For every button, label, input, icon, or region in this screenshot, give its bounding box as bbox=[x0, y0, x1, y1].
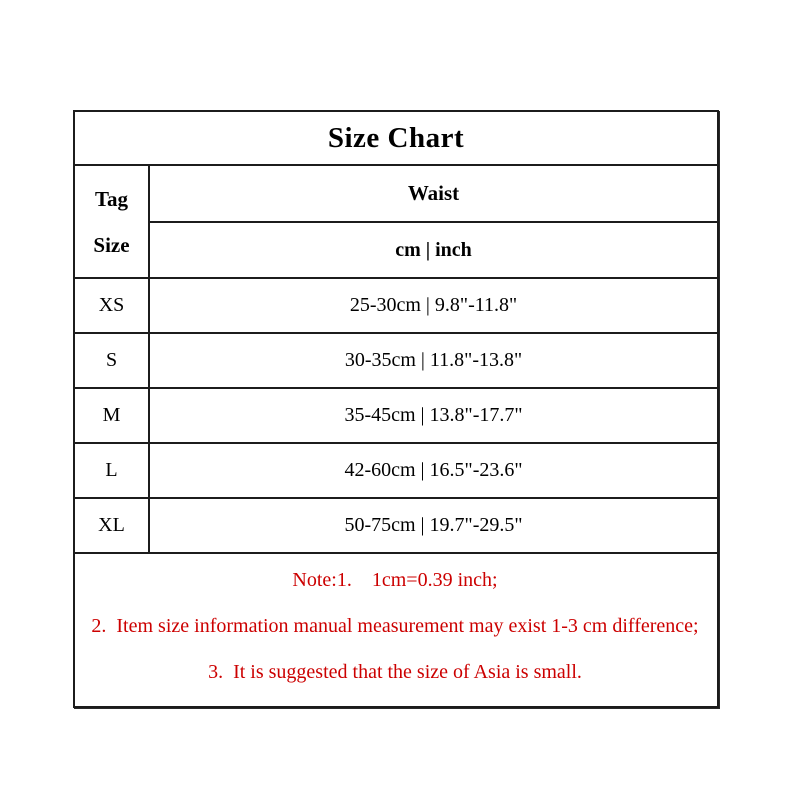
size-chart-table: Size Chart Tag Size Waist cm | inch XS 2… bbox=[73, 110, 719, 708]
table-row: XL 50-75cm | 19.7"-29.5" bbox=[73, 497, 719, 554]
size-label-s: S bbox=[73, 332, 150, 389]
notes-row: Note:1. 1cm=0.39 inch; 2. Item size info… bbox=[73, 552, 719, 708]
waist-value-m: 35-45cm | 13.8"-17.7" bbox=[148, 387, 719, 444]
notes-cell: Note:1. 1cm=0.39 inch; 2. Item size info… bbox=[73, 552, 719, 708]
table-row: M 35-45cm | 13.8"-17.7" bbox=[73, 387, 719, 444]
chart-title: Size Chart bbox=[73, 110, 719, 166]
waist-header-cell: Waist bbox=[148, 164, 719, 223]
size-label-l: L bbox=[73, 442, 150, 499]
unit-header-cell: cm | inch bbox=[148, 221, 719, 279]
waist-value-xs: 25-30cm | 9.8"-11.8" bbox=[148, 277, 719, 334]
header-row-waist: Tag Size Waist bbox=[73, 164, 719, 279]
tag-size-label-line2: Size bbox=[93, 232, 130, 257]
table-row: S 30-35cm | 11.8"-13.8" bbox=[73, 332, 719, 389]
note-line-2: 2. Item size information manual measurem… bbox=[91, 615, 699, 637]
waist-value-xl: 50-75cm | 19.7"-29.5" bbox=[148, 497, 719, 554]
table-row: XS 25-30cm | 9.8"-11.8" bbox=[73, 277, 719, 334]
table-row: L 42-60cm | 16.5"-23.6" bbox=[73, 442, 719, 499]
note-line-3: 3. It is suggested that the size of Asia… bbox=[208, 661, 582, 683]
header-row-unit: cm | inch bbox=[74, 221, 719, 279]
tag-size-label-line1: Tag bbox=[94, 186, 129, 211]
size-label-xl: XL bbox=[73, 497, 150, 554]
title-row: Size Chart bbox=[73, 110, 719, 166]
waist-value-s: 30-35cm | 11.8"-13.8" bbox=[148, 332, 719, 389]
size-label-m: M bbox=[73, 387, 150, 444]
waist-value-l: 42-60cm | 16.5"-23.6" bbox=[148, 442, 719, 499]
tag-size-header-cell: Tag Size bbox=[73, 164, 150, 279]
note-line-1: Note:1. 1cm=0.39 inch; bbox=[292, 569, 498, 591]
size-label-xs: XS bbox=[73, 277, 150, 334]
